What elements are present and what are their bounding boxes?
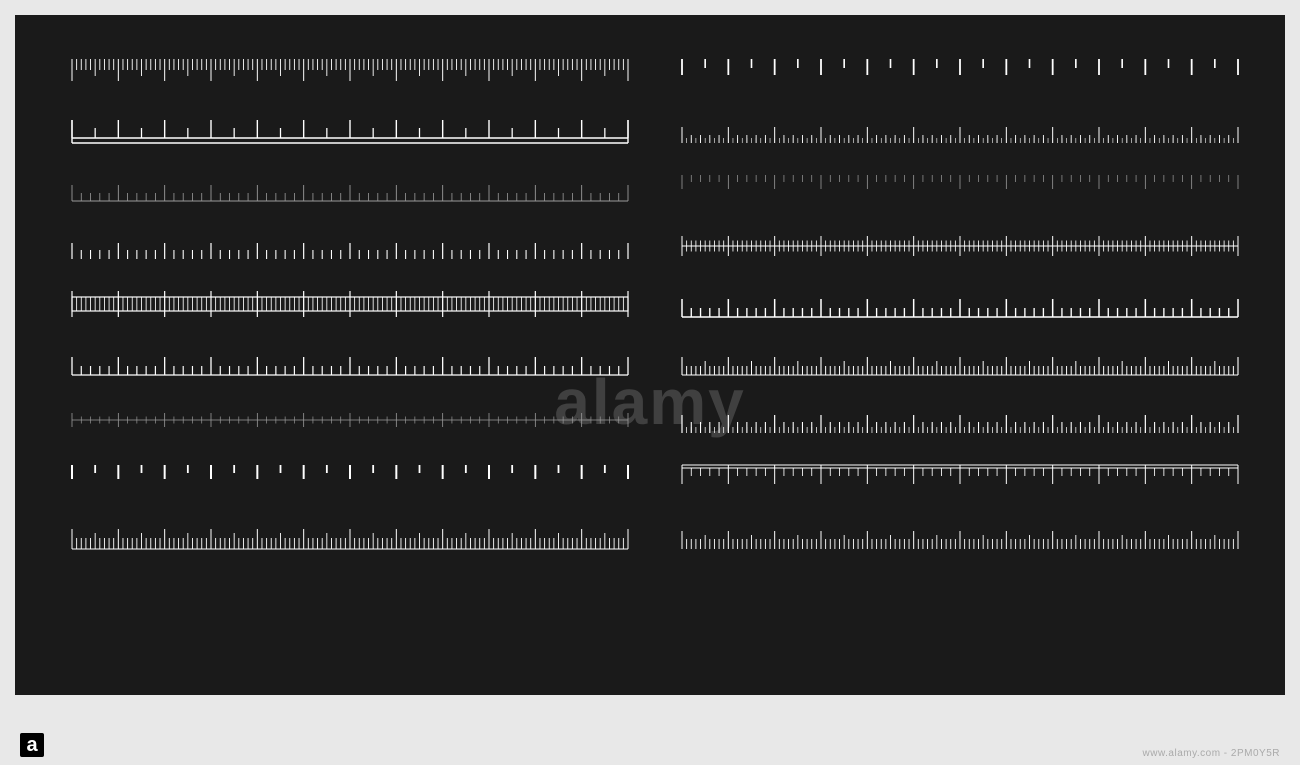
watermark-footer: www.alamy.com - 2PM0Y5R	[1143, 748, 1280, 759]
alamy-logo-icon: a	[20, 733, 44, 757]
ruler-scale	[680, 231, 1240, 261]
ruler-scale	[680, 347, 1240, 377]
ruler-scale	[70, 521, 630, 551]
ruler-scale	[70, 173, 630, 203]
ruler-canvas: alamy	[15, 15, 1285, 695]
ruler-scale	[70, 57, 630, 87]
ruler-scale	[70, 405, 630, 435]
ruler-scale	[70, 289, 630, 319]
ruler-scale	[680, 521, 1240, 551]
ruler-scale	[680, 173, 1240, 203]
ruler-scale	[70, 463, 630, 493]
ruler-scale	[70, 115, 630, 145]
ruler-scale	[70, 231, 630, 261]
ruler-scale	[680, 57, 1240, 87]
ruler-scale	[680, 115, 1240, 145]
ruler-scale	[680, 289, 1240, 319]
ruler-scale	[70, 347, 630, 377]
ruler-scale	[680, 405, 1240, 435]
ruler-scale	[680, 463, 1240, 493]
